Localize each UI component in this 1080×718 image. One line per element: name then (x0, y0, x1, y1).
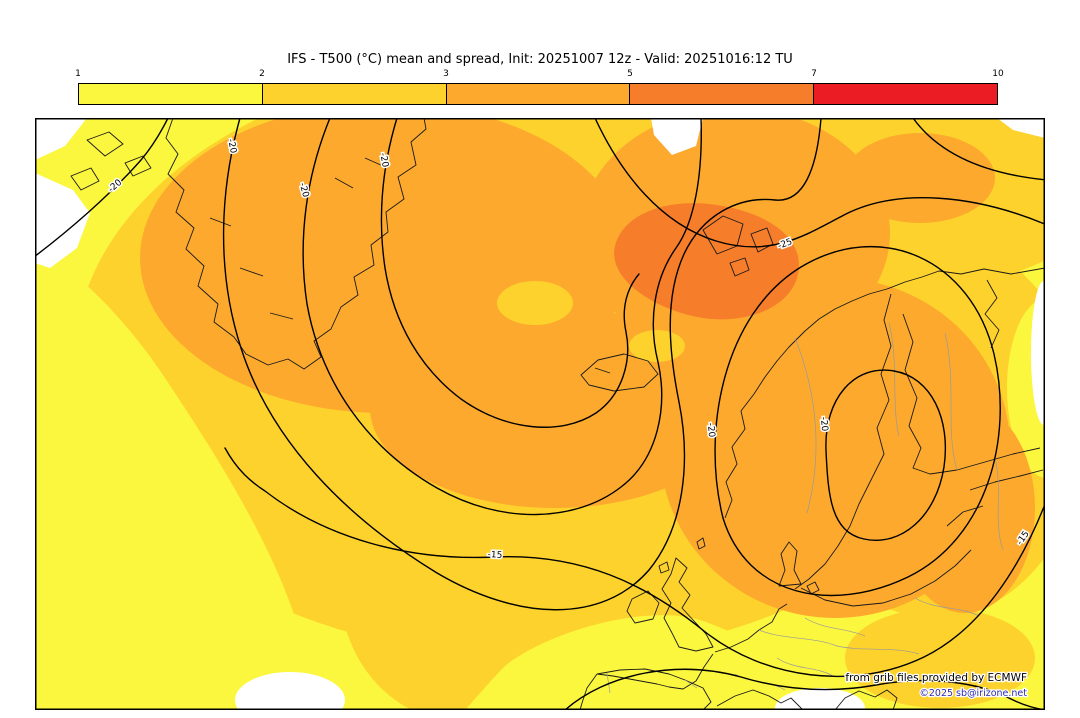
attribution-copyright-link[interactable]: ©2025 sb@irizone.net (918, 687, 1028, 701)
page-title: IFS - T500 (°C) mean and spread, Init: 2… (287, 52, 793, 67)
no-shading-patch (235, 672, 345, 710)
colorbar-tick: 7 (811, 69, 817, 79)
colorbar-bar (78, 83, 998, 105)
colorbar-segment-1-2 (79, 84, 263, 104)
colorbar-segment-7-10 (814, 84, 997, 104)
spread-level-1 (35, 248, 313, 710)
spread-level-2 (497, 281, 573, 325)
spread-level-1 (465, 615, 1045, 710)
colorbar-segment-3-5 (446, 84, 631, 104)
map-attribution: from grib files provided by ECMWF ©2025 … (844, 671, 1028, 701)
no-shading-patch (35, 173, 90, 268)
colorbar-tick: 1 (75, 69, 81, 79)
no-shading-patch (997, 118, 1045, 138)
colorbar-tick: 10 (992, 69, 1004, 79)
weather-map-svg: -20 -20 -20 -20 -25 -20 -20 -15 -15 from… (35, 118, 1045, 710)
spread-fill-layer (35, 118, 1045, 710)
contour-label: -20 (705, 422, 717, 438)
weather-map: -20 -20 -20 -20 -25 -20 -20 -15 -15 from… (35, 118, 1045, 710)
colorbar-ticks: 1 2 3 5 7 10 (75, 69, 1004, 83)
spread-level-4 (614, 203, 799, 320)
attribution-source: from grib files provided by ECMWF (845, 672, 1027, 684)
map-border (35, 118, 1045, 710)
colorbar-legend: 1 2 3 5 7 10 (75, 69, 1004, 105)
contour-label: -20 (818, 416, 830, 432)
colorbar-tick: 3 (443, 69, 449, 79)
spread-level-3 (895, 403, 1035, 613)
contour-label: -15 (487, 550, 502, 561)
no-shading-patch (651, 118, 703, 155)
country-border-layer (606, 322, 1004, 694)
contour-label: -20 (225, 138, 238, 155)
mean-contour-layer (35, 118, 1045, 710)
colorbar-segment-5-7 (630, 84, 815, 104)
colorbar-tick: 2 (259, 69, 265, 79)
no-shading-patch (35, 118, 87, 160)
colorbar-tick: 5 (627, 69, 633, 79)
no-shading-patch (1031, 281, 1045, 425)
spread-level-3 (845, 133, 995, 223)
spread-level-2 (340, 453, 590, 710)
colorbar-segment-2-3 (262, 84, 447, 104)
contour-label: -20 (377, 152, 389, 168)
